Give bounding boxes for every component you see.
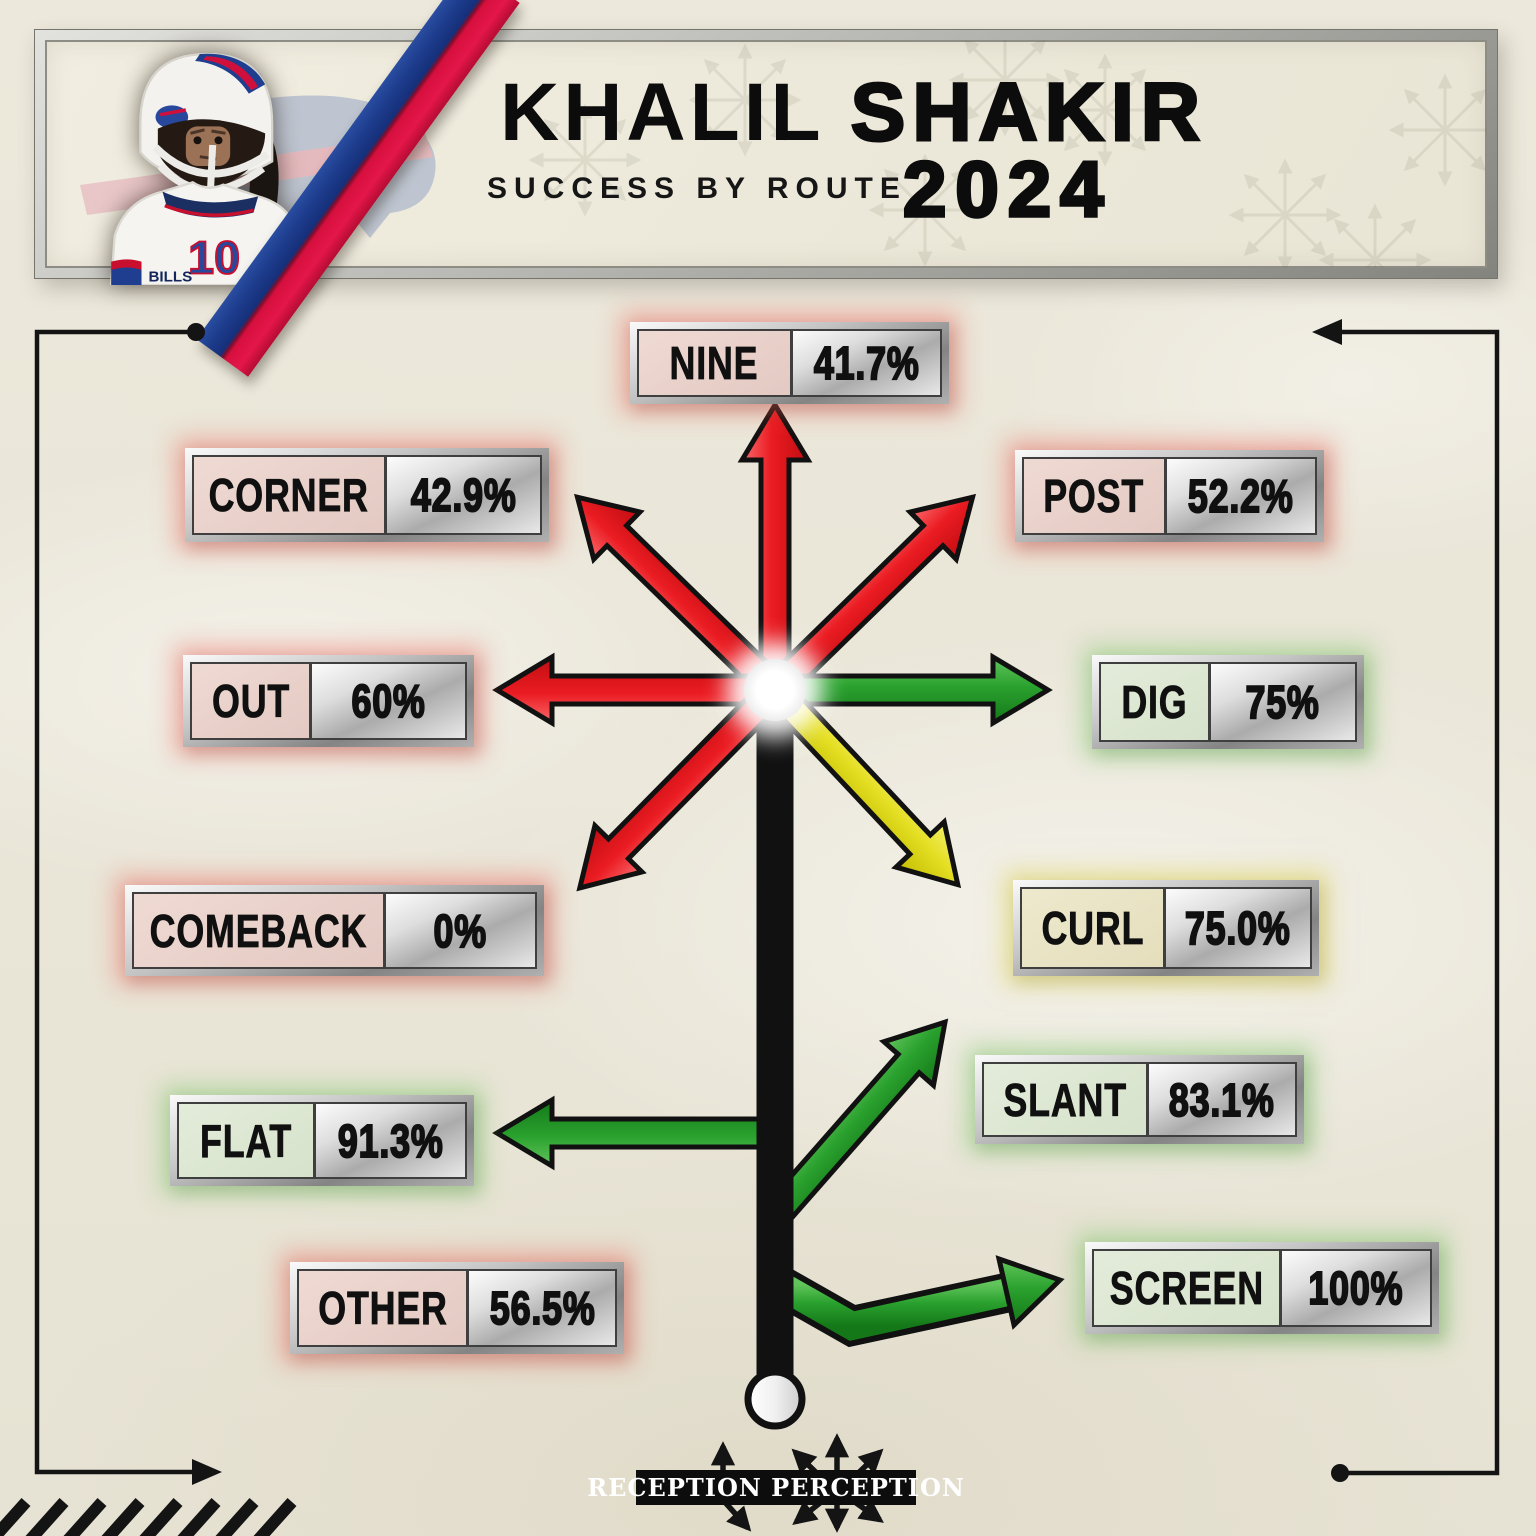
route-value: 56.5% [489, 1281, 596, 1335]
route-value: 52.2% [1187, 469, 1294, 523]
route-value: 91.3% [337, 1114, 444, 1168]
route-label-post: POST 52.2% [1015, 450, 1324, 542]
route-arrow-screen [768, 1255, 1065, 1348]
branch-arrows [492, 1018, 949, 1223]
jersey-wordmark: BILLS [149, 269, 193, 286]
route-hub [727, 642, 823, 738]
route-arrow-slant [765, 1018, 949, 1223]
route-name: DIG [1121, 676, 1188, 729]
route-name: SLANT [1003, 1073, 1127, 1126]
season-year: 2024 [901, 143, 1113, 235]
route-arrow-flat [492, 1095, 793, 1171]
route-label-dig: DIG 75% [1092, 655, 1364, 749]
route-value: 42.9% [410, 468, 517, 522]
page-title: KHALIL SHAKIR [500, 66, 1207, 160]
route-value: 100% [1308, 1261, 1404, 1315]
radial-arrows [492, 400, 1053, 892]
route-label-slant: SLANT 83.1% [975, 1055, 1304, 1144]
title-first-name: KHALIL [500, 67, 825, 158]
route-label-screen: SCREEN 100% [1085, 1242, 1439, 1334]
route-label-corner: CORNER 42.9% [185, 448, 549, 542]
header-banner-inner: KHALIL SHAKIR SUCCESS BY ROUTE 2024 [45, 40, 1487, 268]
jersey-number: 10 [188, 231, 240, 283]
route-name: OTHER [317, 1282, 448, 1335]
hatch-stripes [0, 1497, 297, 1536]
route-name: POST [1043, 470, 1145, 523]
route-label-nine: NINE 41.7% [630, 322, 949, 404]
route-name: SCREEN [1109, 1262, 1264, 1315]
route-value: 75% [1245, 675, 1320, 729]
route-value: 83.1% [1168, 1073, 1275, 1127]
route-value: 41.7% [813, 336, 920, 390]
route-value: 60% [351, 674, 426, 728]
title-last-name: SHAKIR [849, 66, 1207, 160]
route-name: OUT [211, 675, 290, 728]
route-label-curl: CURL 75.0% [1013, 880, 1319, 976]
corner-guide-ends [187, 319, 1349, 1485]
route-name: CORNER [209, 469, 370, 522]
brand-text: RECEPTION PERCEPTION [587, 1473, 965, 1502]
route-name: COMEBACK [149, 904, 368, 957]
route-value: 0% [433, 904, 488, 958]
route-stem [744, 695, 806, 1430]
subtitle: SUCCESS BY ROUTE [487, 172, 907, 205]
route-name: NINE [669, 337, 759, 390]
route-label-other: OTHER 56.5% [290, 1262, 624, 1354]
route-label-comeback: COMEBACK 0% [125, 885, 544, 976]
route-name: FLAT [200, 1114, 293, 1167]
route-value: 75.0% [1184, 901, 1291, 955]
corner-guides [34, 329, 1500, 1476]
route-label-out: OUT 60% [183, 655, 474, 747]
reception-perception-logo: RECEPTION PERCEPTION [587, 1470, 964, 1505]
stem-end-ball [744, 1368, 806, 1430]
route-label-flat: FLAT 91.3% [170, 1095, 474, 1186]
header-banner: KHALIL SHAKIR SUCCESS BY ROUTE 2024 10 BI… [35, 30, 1497, 285]
route-name: CURL [1041, 902, 1144, 955]
